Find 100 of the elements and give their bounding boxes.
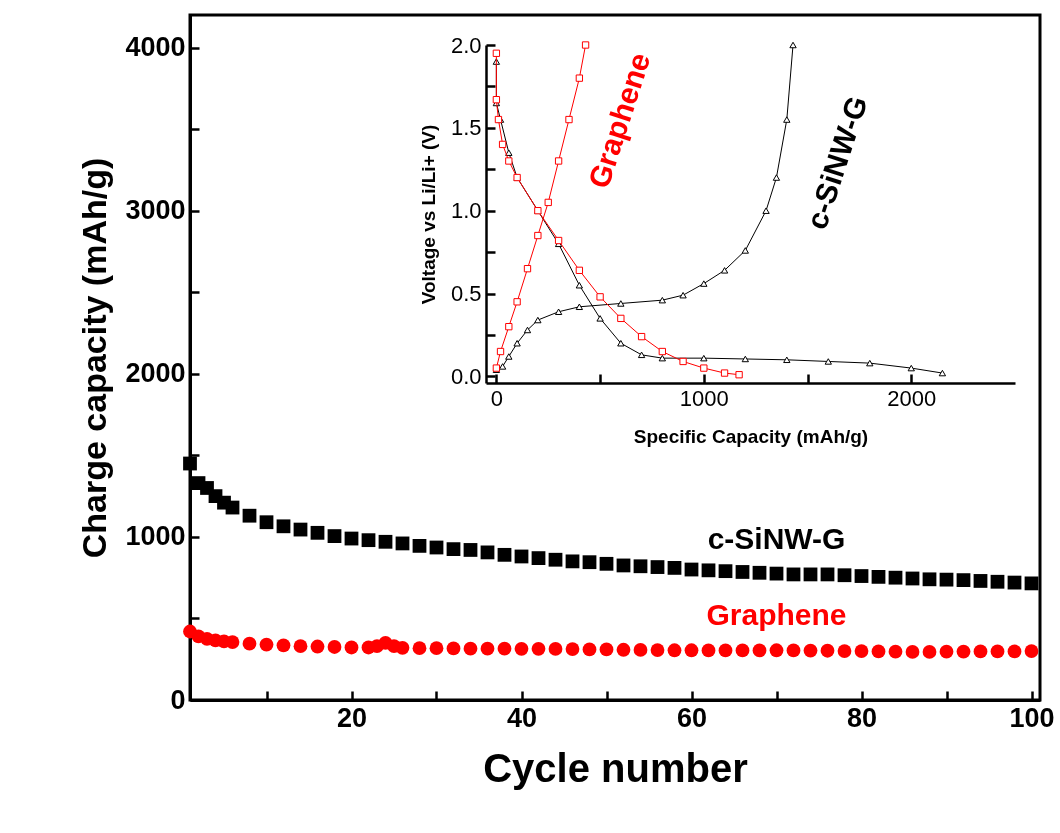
point (554, 157, 563, 165)
point (596, 315, 604, 322)
point (956, 573, 971, 588)
point (803, 643, 818, 658)
point (905, 645, 920, 659)
point (505, 149, 513, 156)
x-axis-title: Cycle number (483, 745, 748, 790)
point (762, 207, 770, 214)
point (658, 354, 666, 362)
point (327, 529, 342, 543)
y-tick-label: 2.0 (450, 32, 482, 58)
point (718, 643, 733, 658)
y-tick-label: 2000 (125, 358, 186, 389)
point (395, 640, 410, 655)
point (446, 542, 461, 557)
point (684, 643, 699, 658)
y-tick-label: 3000 (125, 195, 186, 226)
point (837, 568, 852, 583)
x-tick-label: 40 (506, 702, 538, 733)
point (854, 569, 869, 583)
point (658, 347, 666, 356)
point (505, 323, 513, 331)
point (498, 140, 507, 149)
point (513, 298, 521, 306)
point (412, 538, 427, 553)
point (480, 641, 495, 656)
y-axis-title: Voltage vs Li/Li+ (V) (417, 124, 439, 305)
point (667, 643, 682, 658)
point (616, 642, 631, 657)
point (523, 265, 532, 273)
point (242, 636, 257, 651)
point (701, 563, 716, 578)
point (565, 554, 580, 569)
x-tick-label: 60 (676, 702, 708, 733)
point (242, 508, 257, 523)
point (888, 570, 903, 585)
point (565, 642, 580, 656)
point (310, 639, 325, 654)
point (990, 574, 1005, 589)
point (259, 637, 274, 652)
point (922, 572, 937, 587)
point (741, 247, 749, 254)
point (505, 353, 513, 360)
point (637, 351, 646, 359)
point (1024, 644, 1039, 658)
point (837, 644, 852, 658)
point (548, 552, 563, 567)
point (820, 643, 835, 658)
point (907, 364, 915, 372)
y-tick-label: 1000 (125, 521, 186, 552)
point (658, 296, 666, 304)
point (939, 572, 954, 587)
y-tick-label: 0.0 (450, 363, 482, 389)
point (582, 555, 597, 570)
point (276, 638, 291, 653)
point (544, 198, 552, 207)
point (700, 364, 708, 372)
point (412, 641, 427, 656)
x-tick-label: 80 (846, 702, 878, 733)
point (973, 644, 988, 659)
point (701, 643, 716, 658)
x-tick-label: 1000 (679, 385, 729, 411)
point (327, 640, 342, 654)
point (679, 357, 687, 366)
point (789, 41, 797, 49)
point (650, 643, 665, 657)
point (310, 525, 325, 540)
point (575, 303, 584, 311)
point (973, 574, 988, 588)
point (990, 644, 1005, 659)
x-tick-label: 20 (336, 702, 368, 733)
point (667, 561, 682, 575)
point (617, 314, 625, 323)
y-tick-label: 0.5 (450, 281, 482, 307)
point (276, 519, 291, 534)
point (554, 308, 563, 315)
point (496, 347, 505, 356)
point (531, 641, 546, 656)
point (633, 643, 648, 657)
point (752, 643, 767, 658)
y-axis-title: Charge capacity (mAh/g) (75, 157, 114, 559)
point (596, 293, 604, 301)
point (871, 644, 886, 659)
x-tick-label: 2000 (887, 385, 937, 411)
point (956, 644, 971, 659)
point (617, 340, 625, 347)
point (650, 560, 665, 574)
point (888, 644, 903, 659)
point (783, 356, 791, 364)
point (575, 282, 584, 289)
point (700, 354, 708, 362)
point (293, 639, 308, 654)
point (513, 340, 521, 347)
point (633, 559, 648, 574)
point (599, 556, 614, 571)
point (637, 332, 646, 341)
point (531, 551, 546, 565)
point (344, 640, 359, 655)
point (772, 174, 781, 181)
point (463, 543, 478, 557)
